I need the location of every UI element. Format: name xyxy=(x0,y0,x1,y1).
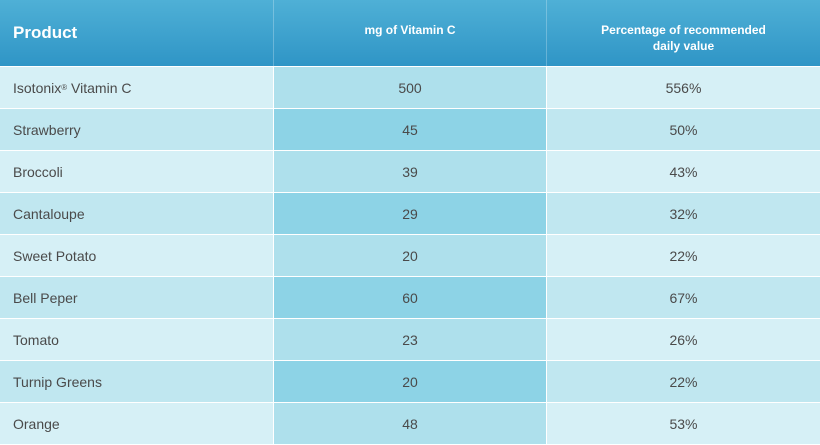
mg-cell: 48 xyxy=(273,403,546,444)
product-cell: Isotonix ® Vitamin C xyxy=(0,67,273,108)
table-row: Tomato 23 26% xyxy=(0,318,820,360)
table-row: Orange 48 53% xyxy=(0,402,820,444)
table-row: Isotonix ® Vitamin C 500 556% xyxy=(0,66,820,108)
header-percentage-label: Percentage of recommended daily value xyxy=(601,23,766,53)
table-row: Turnip Greens 20 22% xyxy=(0,360,820,402)
product-cell: Cantaloupe xyxy=(0,193,273,234)
mg-cell: 23 xyxy=(273,319,546,360)
table-row: Sweet Potato 20 22% xyxy=(0,234,820,276)
table-body: Isotonix ® Vitamin C 500 556% Strawberry 45 50… xyxy=(0,66,820,444)
product-name: Strawberry xyxy=(13,121,81,138)
table-header: Product mg of Vitamin C Percentage of re… xyxy=(0,0,820,66)
percentage-cell: 67% xyxy=(546,277,820,318)
table-row: Bell Peper 60 67% xyxy=(0,276,820,318)
mg-cell: 39 xyxy=(273,151,546,192)
percentage-cell: 32% xyxy=(546,193,820,234)
product-cell: Tomato xyxy=(0,319,273,360)
product-name: Turnip Greens xyxy=(13,373,102,390)
product-cell: Turnip Greens xyxy=(0,361,273,402)
header-percentage: Percentage of recommended daily value xyxy=(546,0,820,66)
mg-cell: 60 xyxy=(273,277,546,318)
mg-cell: 29 xyxy=(273,193,546,234)
product-name: Bell Peper xyxy=(13,289,78,306)
product-name-suffix: Vitamin C xyxy=(67,79,132,96)
table-row: Broccoli 39 43% xyxy=(0,150,820,192)
mg-cell: 20 xyxy=(273,235,546,276)
product-cell: Orange xyxy=(0,403,273,444)
percentage-cell: 43% xyxy=(546,151,820,192)
mg-cell: 20 xyxy=(273,361,546,402)
product-cell: Strawberry xyxy=(0,109,273,150)
table-row: Strawberry 45 50% xyxy=(0,108,820,150)
product-name: Sweet Potato xyxy=(13,247,97,264)
header-mg: mg of Vitamin C xyxy=(273,0,546,66)
mg-cell: 500 xyxy=(273,67,546,108)
percentage-cell: 53% xyxy=(546,403,820,444)
mg-cell: 45 xyxy=(273,109,546,150)
product-name: Cantaloupe xyxy=(13,205,85,222)
product-cell: Bell Peper xyxy=(0,277,273,318)
percentage-cell: 50% xyxy=(546,109,820,150)
percentage-cell: 22% xyxy=(546,361,820,402)
product-cell: Broccoli xyxy=(0,151,273,192)
percentage-cell: 22% xyxy=(546,235,820,276)
product-cell: Sweet Potato xyxy=(0,235,273,276)
product-name: Isotonix xyxy=(13,79,62,96)
table-row: Cantaloupe 29 32% xyxy=(0,192,820,234)
product-name: Orange xyxy=(13,415,60,432)
product-name: Broccoli xyxy=(13,163,63,180)
product-name: Tomato xyxy=(13,331,59,348)
percentage-cell: 26% xyxy=(546,319,820,360)
header-product: Product xyxy=(13,23,78,42)
percentage-cell: 556% xyxy=(546,67,820,108)
